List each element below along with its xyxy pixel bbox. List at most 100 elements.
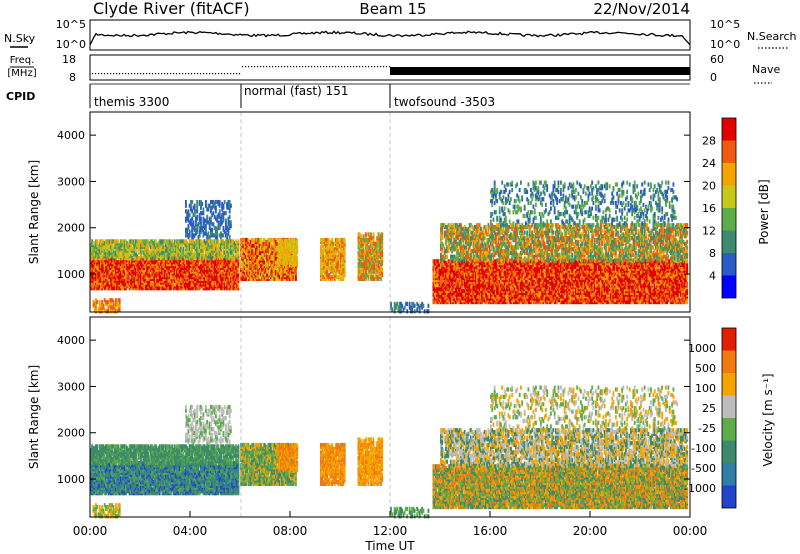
- freq-point: [167, 73, 168, 74]
- freq-point: [182, 73, 183, 74]
- freq-point: [197, 73, 198, 74]
- freq-point: [386, 66, 387, 67]
- freq-point: [290, 66, 291, 67]
- freq-point: [164, 73, 165, 74]
- freq-point: [263, 66, 264, 67]
- freq-point: [137, 73, 138, 74]
- freq-point: [140, 73, 141, 74]
- nsky-trace: [90, 31, 690, 45]
- freq-point: [338, 66, 339, 67]
- freq-point: [260, 66, 261, 67]
- freq-point: [200, 73, 201, 74]
- freq-point: [212, 73, 213, 74]
- station-title: Clyde River (fitACF): [93, 0, 250, 18]
- freq-point: [314, 66, 315, 67]
- freq-label-1: Freq.: [10, 55, 35, 66]
- freq-point: [302, 66, 303, 67]
- freq-point: [329, 66, 330, 67]
- date-title: 22/Nov/2014: [593, 0, 690, 18]
- freq-point: [122, 73, 123, 74]
- freq-point: [299, 66, 300, 67]
- freq-point: [206, 73, 207, 74]
- nave-tick-bottom: 0: [710, 71, 717, 84]
- freq-label-2: [MHz]: [7, 68, 36, 79]
- freq-point: [248, 66, 249, 67]
- freq-point: [305, 66, 306, 67]
- freq-point: [191, 73, 192, 74]
- power-cell: [198, 262, 200, 266]
- freq-point: [368, 66, 369, 67]
- freq-point: [230, 73, 231, 74]
- freq-point: [365, 66, 366, 67]
- freq-point: [155, 73, 156, 74]
- freq-point: [308, 66, 309, 67]
- freq-point: [332, 66, 333, 67]
- rti-plot: Clyde River (fitACF) Beam 15 22/Nov/2014…: [0, 0, 800, 554]
- freq-tick-bottom: 8: [69, 71, 76, 84]
- freq-point: [170, 73, 171, 74]
- freq-point: [317, 66, 318, 67]
- freq-point: [374, 66, 375, 67]
- freq-point: [161, 73, 162, 74]
- freq-point: [221, 73, 222, 74]
- freq-point: [362, 66, 363, 67]
- freq-point: [194, 73, 195, 74]
- freq-point: [239, 73, 240, 74]
- freq-point: [344, 66, 345, 67]
- freq-point: [380, 66, 381, 67]
- freq-band: [390, 67, 690, 75]
- freq-point: [98, 73, 99, 74]
- freq-point: [275, 66, 276, 67]
- freq-point: [101, 73, 102, 74]
- freq-point: [209, 73, 210, 74]
- freq-tick-top: 18: [62, 53, 76, 66]
- freq-point: [149, 73, 150, 74]
- freq-point: [104, 73, 105, 74]
- freq-point: [284, 66, 285, 67]
- freq-point: [218, 73, 219, 74]
- freq-point: [158, 73, 159, 74]
- freq-point: [278, 66, 279, 67]
- freq-point: [320, 66, 321, 67]
- freq-point: [257, 66, 258, 67]
- freq-point: [188, 73, 189, 74]
- freq-point: [266, 66, 267, 67]
- cpid-segment-3: twofsound -3503: [394, 95, 495, 109]
- freq-point: [245, 66, 246, 67]
- nsearch-tick-bottom: 10^0: [710, 38, 740, 51]
- freq-point: [251, 66, 252, 67]
- freq-point: [95, 73, 96, 74]
- freq-point: [335, 66, 336, 67]
- freq-point: [353, 66, 354, 67]
- freq-point: [125, 73, 126, 74]
- freq-point: [347, 66, 348, 67]
- freq-trace: [92, 66, 690, 75]
- nave-label: Nave: [752, 63, 780, 76]
- freq-point: [113, 73, 114, 74]
- freq-point: [185, 73, 186, 74]
- freq-point: [311, 66, 312, 67]
- freq-point: [383, 66, 384, 67]
- freq-point: [143, 73, 144, 74]
- freq-point: [176, 73, 177, 74]
- freq-point: [131, 73, 132, 74]
- freq-point: [116, 73, 117, 74]
- freq-point: [107, 73, 108, 74]
- freq-point: [203, 73, 204, 74]
- freq-point: [227, 73, 228, 74]
- nsky-tick-top: 10^5: [56, 18, 86, 31]
- freq-point: [119, 73, 120, 74]
- freq-point: [254, 66, 255, 67]
- freq-point: [179, 73, 180, 74]
- freq-point: [323, 66, 324, 67]
- freq-point: [236, 73, 237, 74]
- freq-point: [224, 73, 225, 74]
- nsearch-tick-top: 10^5: [710, 18, 740, 31]
- freq-point: [173, 73, 174, 74]
- freq-point: [92, 73, 93, 74]
- cpid-segment-2: normal (fast) 151: [244, 84, 348, 98]
- freq-point: [326, 66, 327, 67]
- nave-tick-top: 60: [710, 53, 724, 66]
- freq-point: [281, 66, 282, 67]
- freq-point: [269, 66, 270, 67]
